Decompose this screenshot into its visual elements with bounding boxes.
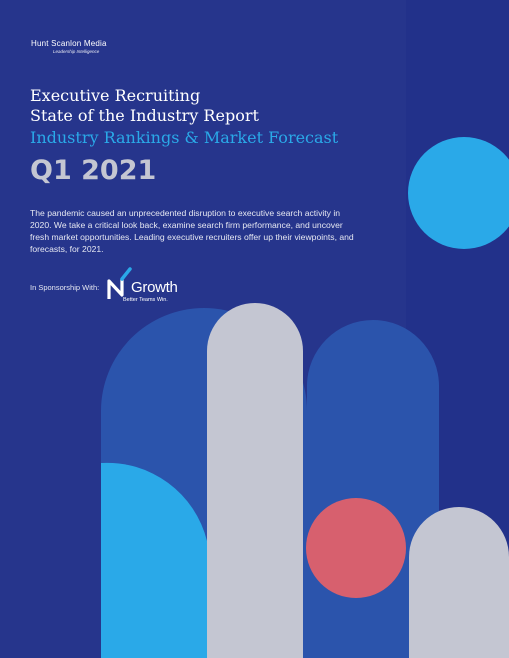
- quarter-label: Q1 2021: [30, 155, 157, 186]
- light-blue-column: [101, 462, 207, 658]
- sponsor-logo-tagline: Better Teams Win.: [123, 297, 168, 303]
- sponsor-logo-word: Growth: [131, 279, 178, 296]
- blue-circle: [408, 137, 509, 249]
- ngrowth-n-icon: [107, 267, 132, 299]
- title-line-1: Executive Recruiting: [30, 86, 201, 105]
- silver-arch-bottom-right: [409, 507, 509, 658]
- coral-circle: [306, 498, 406, 598]
- publisher-logo-tagline: Leadership Intelligence: [53, 49, 100, 54]
- description: The pandemic caused an unprecedented dis…: [30, 208, 354, 254]
- subtitle: Industry Rankings & Market Forecast: [30, 128, 339, 147]
- title-line-2: State of the Industry Report: [30, 106, 259, 125]
- publisher-logo: Hunt Scanlon Media Leadership Intelligen…: [31, 39, 107, 54]
- silver-pill: [207, 303, 303, 658]
- sponsor-logo: Growth Better Teams Win.: [106, 267, 198, 305]
- publisher-logo-name: Hunt Scanlon Media: [31, 39, 107, 48]
- sponsor-label: In Sponsorship With:: [30, 283, 100, 292]
